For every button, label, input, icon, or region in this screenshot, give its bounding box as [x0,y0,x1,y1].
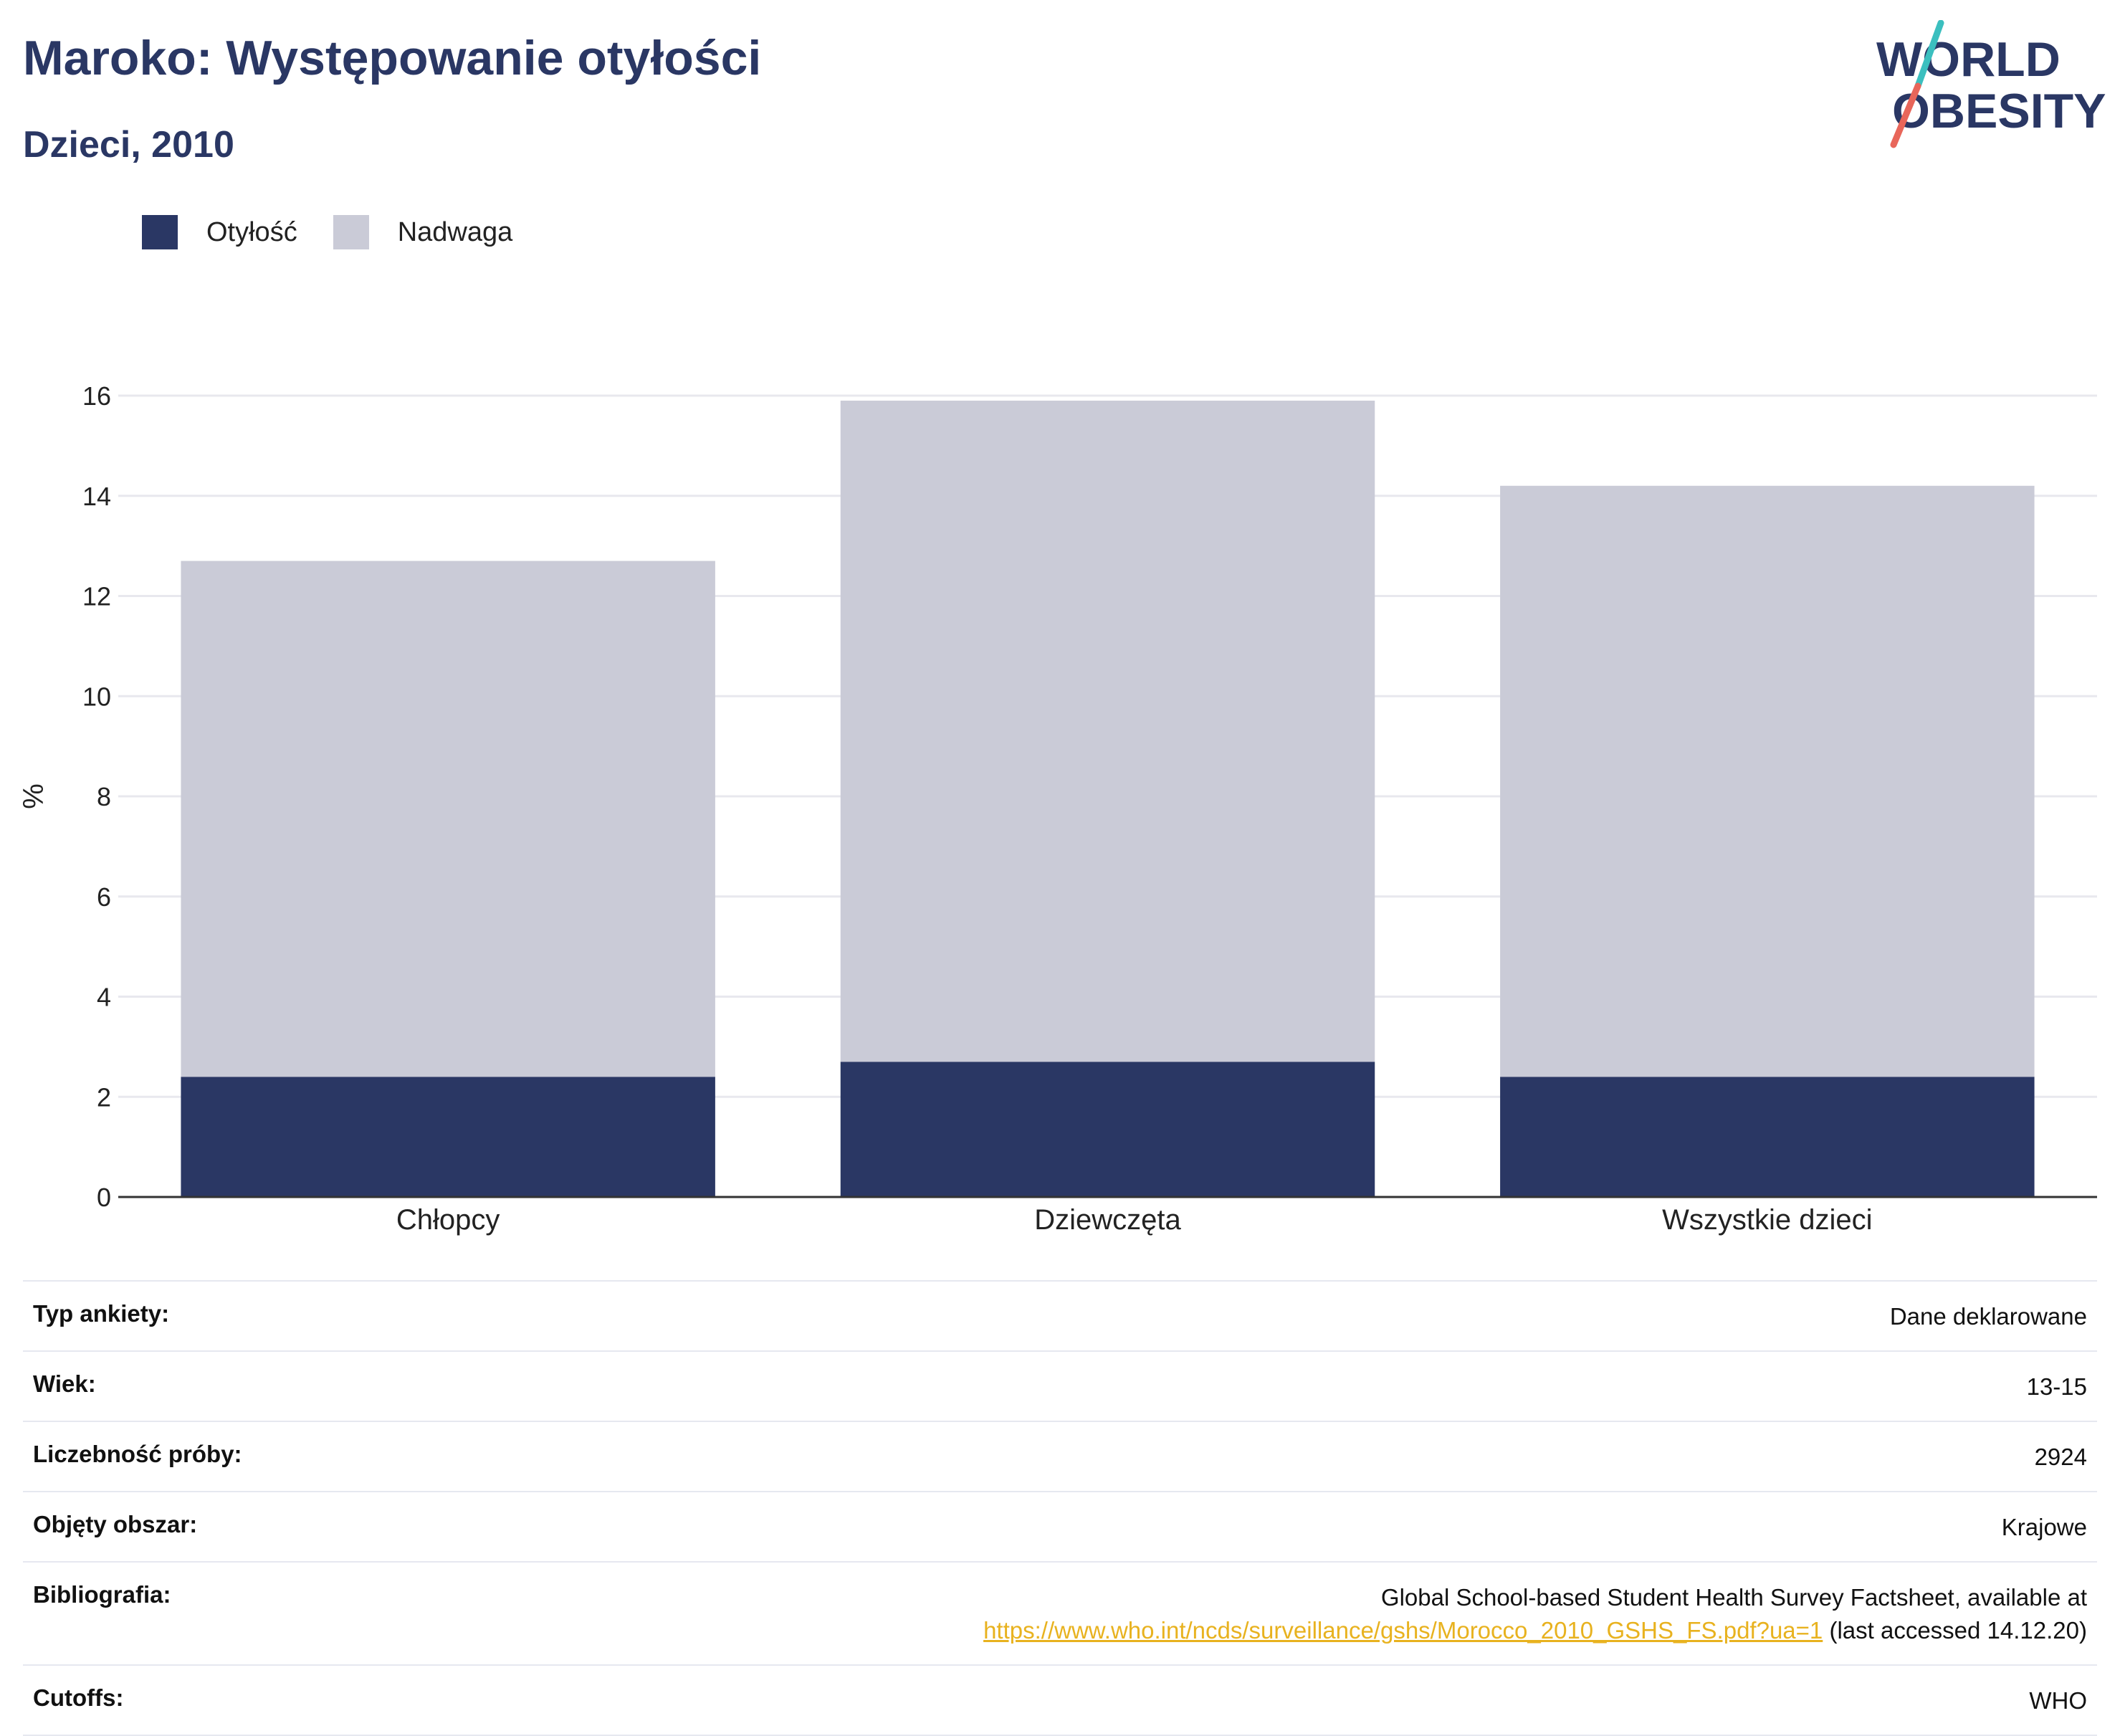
info-value: 2924 [2034,1444,2087,1470]
bar-obesity [840,1062,1375,1197]
info-row: Liczebność próby: 2924 [23,1422,2097,1492]
info-value: Krajowe [2001,1514,2087,1540]
logo-line2: OBESITY [1892,84,2106,138]
info-label: Typ ankiety: [33,1300,170,1327]
legend-item-overweight[interactable]: Nadwaga [333,215,513,249]
info-value-suffix: (last accessed 14.12.20) [1823,1617,2087,1644]
info-value: WHO [2029,1687,2087,1714]
info-row: Wiek: 13-15 [23,1352,2097,1422]
x-tick-label: Dziewczęta [1034,1204,1181,1236]
legend-item-obesity[interactable]: Otyłość [142,215,297,249]
y-tick-label: 6 [97,882,111,912]
info-row: Objęty obszar: Krajowe [23,1492,2097,1563]
y-tick-label: 10 [82,682,111,711]
legend-label-obesity: Otyłość [206,216,297,247]
logo-line1: WORLD [1876,32,2061,87]
info-table: Typ ankiety: Dane deklarowane Wiek: 13-15 Li… [23,1280,2097,1736]
info-value: Dane deklarowane [1889,1303,2087,1330]
info-row: Typ ankiety: Dane deklarowane [23,1282,2097,1352]
info-label: Objęty obszar: [33,1511,198,1537]
y-tick-label: 8 [97,782,111,811]
info-value: Global School-based Student Health Surve… [983,1581,2087,1647]
x-tick-label: Chłopcy [396,1204,500,1236]
x-tick-label: Wszystkie dzieci [1662,1204,1872,1236]
y-tick-label: 14 [82,482,111,511]
y-tick-label: 0 [97,1183,111,1212]
bar-overweight [1500,485,2035,1077]
world-obesity-logo: WORLD OBESITY [1876,20,2106,148]
bar-obesity [1500,1077,2035,1197]
y-axis-title: % [18,783,49,809]
legend-swatch-obesity [142,215,178,249]
info-row: Bibliografia: Global School-based Student… [23,1563,2097,1666]
chart-subtitle: Dzieci, 2010 [23,124,234,166]
bar-chart: 0 2 4 6 8 10 12 14 16% Chłopcy Dziewczęta Wszystkie… [18,381,2097,1236]
bar-overweight [840,400,1375,1062]
y-tick-label: 2 [97,1082,111,1112]
info-value-text: Global School-based Student Health Surve… [1380,1584,2087,1611]
info-row: Cutoffs: WHO [23,1666,2097,1736]
info-label: Bibliografia: [33,1581,171,1608]
y-tick-label: 12 [82,582,111,611]
info-label: Cutoffs: [33,1684,124,1711]
info-label: Wiek: [33,1370,96,1397]
bibliography-link[interactable]: https://www.who.int/ncds/surveillance/gs… [983,1617,1823,1644]
info-value: 13-15 [2026,1373,2087,1400]
legend-swatch-overweight [333,215,369,249]
legend-label-overweight: Nadwaga [397,216,513,247]
y-tick-label: 16 [82,381,111,411]
chart-title: Maroko: Występowanie otyłości [23,31,762,85]
bar-obesity [181,1077,715,1197]
chart-legend: Otyłość Nadwaga [142,214,548,251]
info-label: Liczebność próby: [33,1441,242,1467]
bar-overweight [181,561,715,1077]
y-tick-label: 4 [97,983,111,1012]
